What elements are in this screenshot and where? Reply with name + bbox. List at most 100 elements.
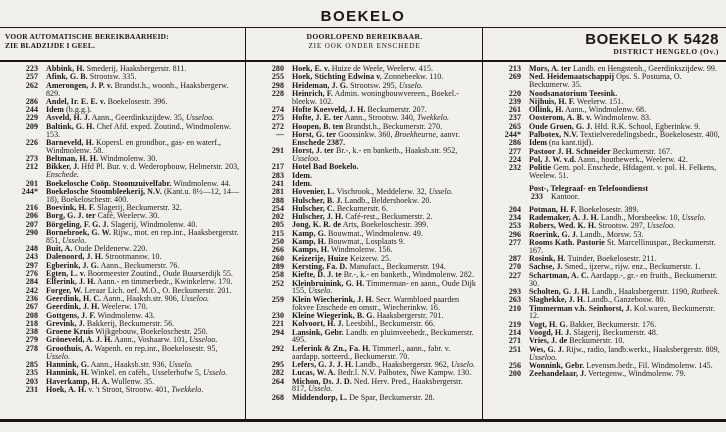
- header-left-line1: VOOR AUTOMATISCHE BEREIKBAARHEID:: [5, 32, 169, 41]
- entry-number: 277: [508, 146, 521, 156]
- entry-number: 298: [271, 80, 284, 90]
- directory-entry: 297 Egberink, J. G. Aann., Beckumerstr. 7…: [5, 261, 240, 270]
- entry-detail: Kantoor.: [551, 191, 580, 201]
- directory-entry: 293 Scholten, G. J. H. Landb., Haaksberge…: [488, 287, 721, 296]
- directory-entry: 236 Geerdink, H. C. Aann., Haaksb.str. 90…: [5, 294, 240, 303]
- entry-number: 269: [508, 72, 521, 82]
- entry-number: 231: [25, 384, 38, 394]
- directory-entry: 286 Idem (na kant.tijd).: [488, 139, 721, 147]
- entry-number: 221: [271, 319, 284, 329]
- entry-name: Slaghekke, J. H.: [529, 295, 586, 305]
- entry-name: Borg, G. J. ter: [46, 211, 96, 221]
- entry-detail: De Spar, Beckumerstr. 28.: [349, 392, 435, 402]
- entry-number: 277: [508, 237, 521, 247]
- entry-name: Kersting, Fa. D.: [292, 261, 348, 271]
- directory-entry: 253 Robers, Wed. K. H. Strootsw. 297, Uss…: [488, 222, 721, 230]
- directory-entry: 267 Geerdink, J. H. Weelerw. 170.: [5, 303, 240, 311]
- directory-entry: 207 Börgeling, F. G. J. Slagerij, Windmol…: [5, 219, 240, 229]
- directory-entry: 201 Boekelosche Coöp. Stoomzuivelfabr. Wi…: [5, 178, 240, 188]
- entry-number: 203: [25, 376, 38, 386]
- entry-number: 244*: [21, 186, 38, 196]
- directory-entry: 273 Beltman, H. H. Windmolenw. 30.: [5, 155, 240, 163]
- entry-detail: Brandst.h., woonh., Haaksbergerw. 829.: [46, 80, 229, 98]
- entry-number: 266: [271, 245, 284, 255]
- entry-number: 251: [508, 344, 521, 354]
- entry-detail: Boekelosestr. 389.: [578, 204, 639, 214]
- directory-entry: 229 Asveld, H. J. Aann., Geerdinkszijdew.…: [5, 114, 240, 122]
- header-right: BOEKELO K 5428 DISTRICT HENGELO (Ov.): [482, 28, 726, 60]
- directory-entry: 287 Rosink, H. Tuinder, Boekelosestr. 211…: [488, 255, 721, 263]
- entry-detail: Beckumerstr. 207.: [367, 105, 427, 115]
- entry-number: 256: [508, 360, 521, 370]
- entry-number: 261: [508, 105, 521, 115]
- entry-number: 208: [25, 310, 38, 320]
- entry-number: 283: [271, 170, 284, 180]
- entry-detail: Strootsw. 295, Usselo.: [350, 80, 423, 90]
- directory-entry: 284 Elferink, J. H. Aann.- en timmerbedr.…: [5, 278, 240, 286]
- directory-entry: 221 Kolvoort, H. J. Leesbibl., Beckumerst…: [251, 320, 477, 328]
- directory-entry: 204 Potman, H. F. Boekelosestr. 389.: [488, 204, 721, 214]
- entry-number: 218: [25, 318, 38, 328]
- entry-number: 253: [508, 221, 521, 231]
- entry-name: Vogt, H. G.: [529, 319, 568, 329]
- entry-name: Kolvoort, H. J.: [292, 319, 344, 329]
- entry-number: 204: [508, 204, 521, 214]
- entry-number: 260: [271, 253, 284, 263]
- directory-entry: 248 Buit, A. Oude Deldenerw. 220.: [5, 245, 240, 253]
- directory-entry: 290 Bornebroek, G. W. Rijw., mot. en rep.…: [5, 228, 240, 245]
- entry-detail: Rijw., radio, landb.werkt., Haaksbergers…: [529, 344, 720, 362]
- directory-entry: 295 Lefers, G. J. J. H. Landb., Haaksberg…: [251, 360, 477, 369]
- entry-detail: Beckumerstr. 10.: [569, 336, 625, 346]
- entry-detail: Wapenh. en rep.inr., Boekelosestr. 95, U…: [46, 343, 218, 361]
- entry-number: 259: [271, 294, 284, 304]
- entry-name: Vries, J. de: [529, 336, 568, 346]
- entry-name: Hoek, A. H.: [46, 384, 87, 394]
- entry-name: Michon, Ds. J. D.: [292, 376, 352, 386]
- directory-entry: 234 Rademaker, A. J. H. Landb., Morsbeekw…: [488, 214, 721, 222]
- directory-entry: 258 Kiefte, D. J. te Br.-, k.- en banketb…: [251, 271, 477, 279]
- entry-number: 216: [25, 203, 38, 213]
- header-middle-line1: DOORLOPEND BEREIKBAAR.: [306, 32, 423, 41]
- directory-entry: 214 Voogd, H. J. Slagerij, Beckumerstr. 4…: [488, 329, 721, 337]
- entry-detail: Kol.waren, Beckumerstr. 12.: [529, 303, 716, 321]
- directory-entry: 272 Hoopen, B. ten Brandst.h., Beckumerst…: [251, 121, 477, 131]
- entry-name: Politie: [529, 163, 552, 173]
- entry-number: 232: [508, 163, 521, 173]
- entry-detail: (b.g.g.).: [66, 105, 92, 115]
- entry-detail: Bouwmat., Windmolenw. 49.: [328, 228, 423, 238]
- entry-detail: Boekelosestr. 396.: [107, 96, 168, 106]
- entry-name: Kleinbruinink, G. H.: [292, 278, 365, 288]
- entry-name: Groene Kruis: [46, 327, 94, 337]
- entry-name: Hoek, E. v.: [292, 64, 330, 73]
- directory-entry: 218 Grevink, J. Bakkerij, Beckumerstr. 56…: [5, 318, 240, 328]
- entry-name: Boekelosche Stoombleekerij, N.V.: [46, 186, 162, 196]
- entry-name: Hulscher, B. J.: [292, 195, 343, 205]
- entry-number: 262: [25, 80, 38, 90]
- entry-name: Mors, A. ter: [529, 64, 571, 73]
- directory-entry: 275 Hofte, J. E. ter Aann., Strootsw. 340…: [251, 114, 477, 122]
- directory-entry: 232 Politie Gem. pol. Enschede, Hfdagent.…: [488, 164, 721, 180]
- entry-detail: Landb., Ganzebosw. 80.: [587, 295, 666, 305]
- entry-detail: Weelerw. 170.: [101, 302, 148, 312]
- entry-detail: Aann., Haaksb.str. 936, Usselo.: [90, 359, 193, 369]
- entry-detail: Windmolenw. 30.: [99, 154, 158, 164]
- entry-detail: Strootmansw. 10.: [105, 252, 162, 262]
- entry-detail: Ops. S. Postuma, O. Beckumerw. 35.: [529, 72, 682, 90]
- directory-entry: 241 Idem.: [251, 179, 477, 188]
- directory-entry: 261 Ollink, H. Aann., Windmolenw. 68.: [488, 106, 721, 114]
- entry-detail: Gem. pol. Enschede, Hfdagent. v. pol. H.…: [529, 163, 717, 181]
- directory-entry: 255 Hoek, Stichting Edwina v. Zonnebeekw.…: [251, 73, 477, 81]
- entry-name: Andel, Ir. E. E. v.: [46, 96, 106, 106]
- entry-name: Egten, L. v.: [46, 269, 86, 279]
- entry-detail: Aann.- en timmerbedr., Kwinkelerw. 170.: [97, 277, 233, 287]
- directory-entry: 216 Boevink, H. F. Slagerij, Beckumerstr.…: [5, 204, 240, 212]
- directory-entry: 277 Pastoor J. H. Schneider Beckumerstr. …: [488, 146, 721, 156]
- entry-detail: Arts, Boekeloschestr. 399.: [342, 220, 429, 230]
- entry-name: Boekelosche Coöp. Stoomzuivelfabr.: [46, 178, 172, 188]
- entry-number: 272: [271, 121, 284, 131]
- entry-detail: Slagerij, Windmolenw. 40.: [110, 219, 198, 229]
- entry-name: Beltman, H. H.: [46, 154, 99, 164]
- directory-entry: 217 Hotel Bad Boekelo.: [251, 163, 477, 171]
- entry-name: Kiefte, D. J. te: [292, 270, 342, 280]
